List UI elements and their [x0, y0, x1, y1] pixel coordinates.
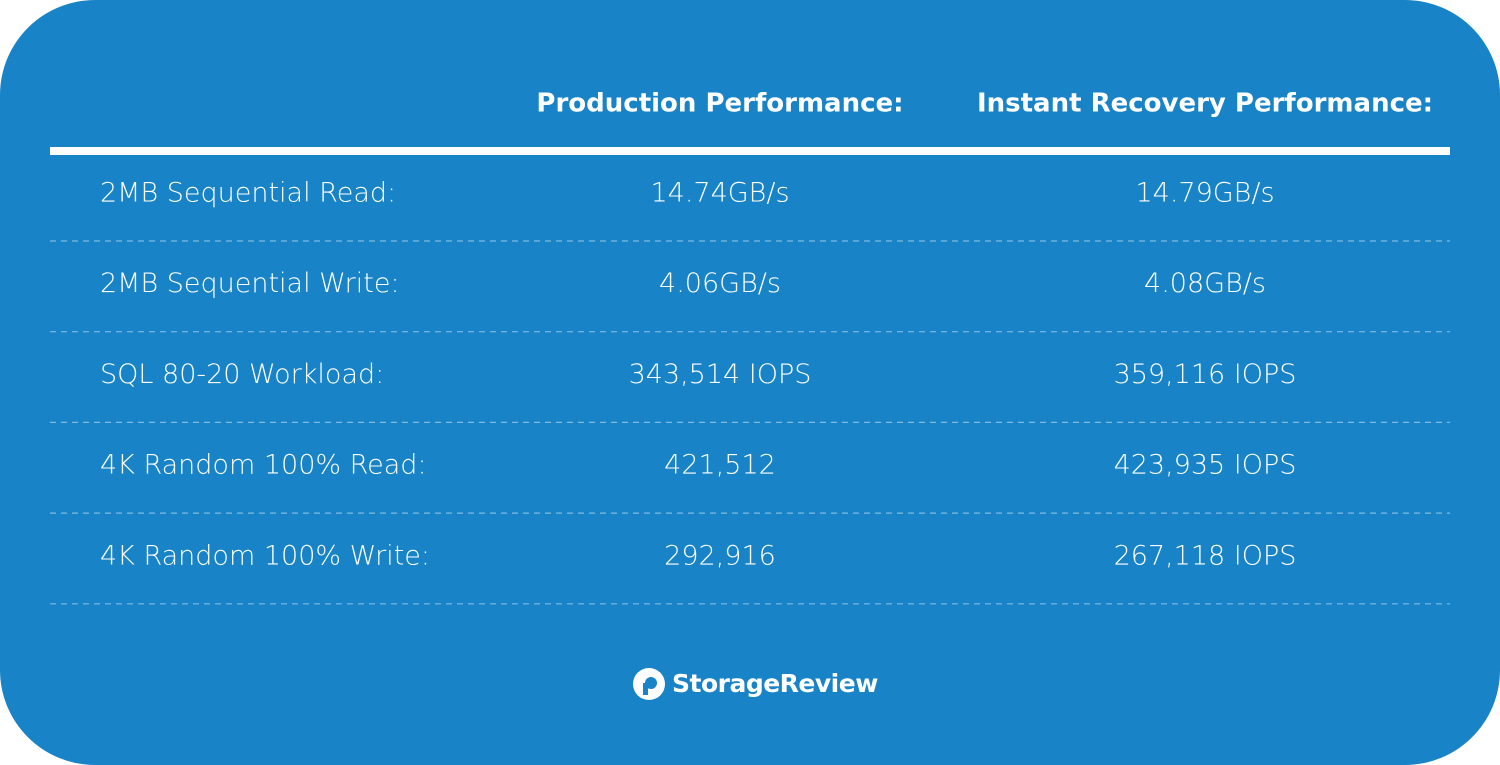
cell-value: 359,116 IOPS: [1114, 359, 1297, 390]
cell-value: 4.06GB/s: [659, 268, 781, 299]
header-rule: [50, 147, 1450, 155]
logo-text: StorageReview: [672, 669, 878, 698]
row-label: SQL 80-20 Workload:: [100, 359, 384, 390]
cell-value: 14.79GB/s: [1135, 178, 1274, 209]
row-label: 4K Random 100% Read:: [100, 450, 427, 481]
cell-value: 343,514 IOPS: [629, 359, 812, 390]
row-label: 2MB Sequential Read:: [100, 178, 396, 209]
cell-value: 421,512: [664, 450, 776, 481]
cell-value: 423,935 IOPS: [1114, 450, 1297, 481]
cell-value: 14.74GB/s: [650, 178, 789, 209]
row-label: 4K Random 100% Write:: [100, 540, 430, 571]
cell-value: 4.08GB/s: [1144, 268, 1266, 299]
cell-value: 292,916: [664, 540, 776, 571]
logo-icon: [633, 668, 665, 700]
column-header: Production Performance:: [536, 89, 903, 119]
cell-value: 267,118 IOPS: [1114, 540, 1297, 571]
row-label: 2MB Sequential Write:: [100, 268, 400, 299]
column-header: Instant Recovery Performance:: [977, 89, 1433, 119]
